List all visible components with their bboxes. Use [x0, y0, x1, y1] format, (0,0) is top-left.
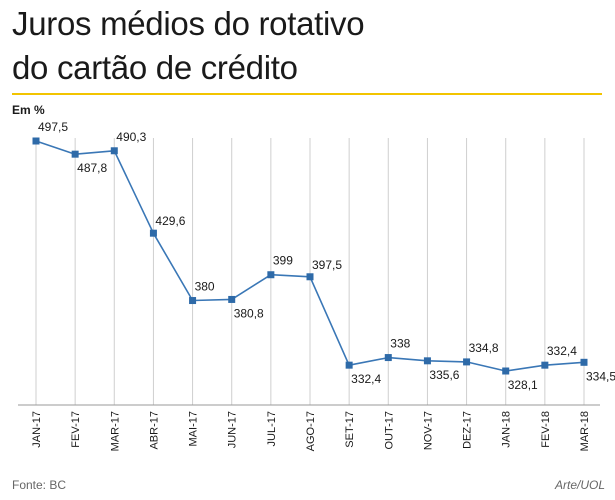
x-tick-label: MAI-17 [188, 411, 200, 446]
gridlines [18, 138, 600, 406]
data-point-marker [149, 229, 157, 237]
data-point-marker [580, 358, 588, 366]
data-label: 397,5 [312, 258, 342, 272]
x-tick-label: AGO-17 [305, 411, 317, 451]
x-tick-label: NOV-17 [422, 411, 434, 450]
chart-title-line-2: do cartão de crédito [12, 49, 298, 86]
data-point-marker [110, 147, 118, 155]
x-tick-label: DEZ-17 [462, 411, 474, 449]
data-label: 332,4 [547, 344, 577, 358]
x-tick-label: MAR-17 [109, 411, 121, 451]
data-label: 429,6 [155, 214, 185, 228]
data-point-marker [541, 361, 549, 369]
x-axis-tick-labels: JAN-17 FEV-17 MAR-17 ABR-17 MAI-17 JUN-17 JUL-… [31, 411, 591, 451]
x-tick-label: ABR-17 [148, 411, 160, 450]
data-point-marker [463, 358, 471, 366]
data-point-marker [306, 273, 314, 281]
x-tick-label: OUT-17 [383, 411, 395, 450]
x-tick-label: JAN-17 [31, 411, 43, 448]
data-point-marker [502, 367, 510, 375]
chart-title: Juros médios do rotativo do cartão de cr… [12, 2, 365, 90]
source-note: Fonte: BC [12, 478, 67, 492]
unit-label: Em % [12, 103, 45, 117]
data-label: 497,5 [38, 120, 68, 134]
data-markers [32, 137, 588, 375]
data-point-marker [423, 357, 431, 365]
data-point-marker [228, 295, 236, 303]
data-label: 334,5 [586, 369, 615, 383]
data-label: 380,8 [234, 306, 264, 320]
data-label: 334,8 [469, 341, 499, 355]
data-label: 380 [195, 280, 215, 294]
data-point-marker [345, 361, 353, 369]
data-label: 338 [390, 337, 410, 351]
data-labels: 497,5 487,8 490,3 429,6 380 380,8 399 397,5 332,… [38, 120, 615, 392]
data-point-marker [71, 150, 79, 158]
data-label: 328,1 [508, 378, 538, 392]
data-point-marker [384, 354, 392, 362]
data-label: 335,6 [429, 368, 459, 382]
title-accent-rule [12, 93, 602, 95]
data-point-marker [189, 297, 197, 305]
data-label: 399 [273, 254, 293, 268]
data-point-marker [32, 137, 40, 145]
x-tick-label: SET-17 [344, 411, 356, 448]
x-tick-label: MAR-18 [579, 411, 591, 451]
data-label: 490,3 [116, 130, 146, 144]
data-label: 332,4 [351, 372, 381, 386]
data-label: 487,8 [77, 161, 107, 175]
data-point-marker [267, 271, 275, 279]
x-tick-label: FEV-18 [540, 411, 552, 448]
x-tick-label: JUN-17 [227, 411, 239, 448]
x-tick-label: JUL-17 [266, 411, 278, 446]
x-tick-label: FEV-17 [70, 411, 82, 448]
credit-note: Arte/UOL [554, 478, 605, 492]
x-tick-label: JAN-18 [501, 411, 513, 448]
chart-title-line-1: Juros médios do rotativo [12, 5, 365, 42]
